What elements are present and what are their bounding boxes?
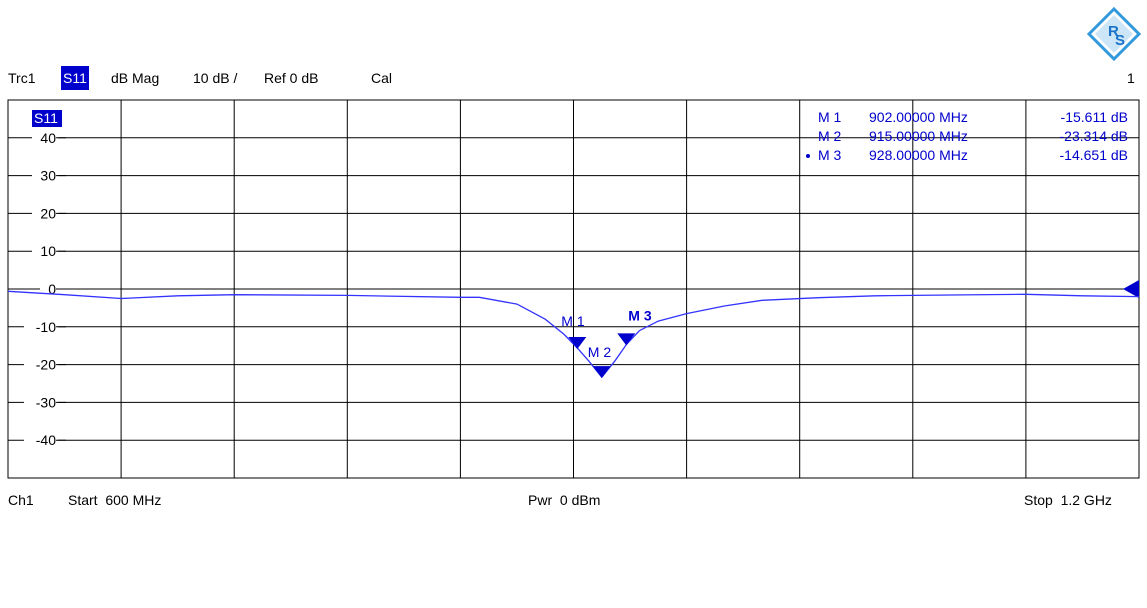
- y-tick-label: 10: [40, 243, 56, 259]
- y-tick-label: -20: [36, 357, 56, 373]
- trace-ref[interactable]: Ref 0 dB: [264, 70, 319, 86]
- tick-label-bg: [32, 206, 56, 221]
- tick-label-bg: [32, 130, 56, 145]
- marker-table-frequency[interactable]: 928.00000 MHz: [869, 147, 968, 163]
- marker-table-value[interactable]: -15.611 dB: [1061, 109, 1128, 125]
- y-tick-label: 0: [48, 281, 56, 297]
- marker-table-frequency[interactable]: 902.00000 MHz: [869, 109, 968, 125]
- ref-level-marker-icon[interactable]: [1123, 280, 1139, 298]
- tick-label-bg: [24, 319, 56, 334]
- marker-table-value[interactable]: -23.314 dB: [1060, 128, 1129, 144]
- rs-logo-icon: R S: [1086, 6, 1142, 62]
- trace-param[interactable]: S11: [61, 66, 89, 90]
- svg-text:S: S: [1115, 32, 1125, 49]
- svg-text:R: R: [1108, 23, 1119, 40]
- marker-triangle-icon[interactable]: [568, 337, 587, 350]
- trace-badge-label[interactable]: S11: [34, 110, 58, 126]
- source-power[interactable]: Pwr 0 dBm: [528, 492, 601, 508]
- tick-label-bg: [24, 433, 56, 448]
- marker-label[interactable]: M 2: [588, 344, 612, 360]
- marker-table-frequency[interactable]: 915.00000 MHz: [869, 128, 968, 144]
- y-tick-label: -10: [36, 319, 56, 335]
- y-tick-label: -30: [36, 394, 56, 410]
- cal-status: Cal: [371, 70, 393, 86]
- trace-format[interactable]: dB Mag: [111, 70, 160, 86]
- marker-table-name[interactable]: M 3: [818, 147, 842, 163]
- active-marker-dot-icon: [806, 154, 810, 158]
- trace-scale[interactable]: 10 dB /: [193, 70, 238, 86]
- y-tick-label: 20: [40, 205, 56, 221]
- start-frequency[interactable]: Start 600 MHz: [68, 492, 162, 508]
- y-tick-label: 40: [40, 130, 56, 146]
- y-tick-label: -40: [36, 432, 56, 448]
- tick-label-bg: [32, 168, 56, 183]
- channel-header: Trc1 S11 dB Mag 10 dB / Ref 0 dB Cal 1: [0, 66, 1147, 90]
- channel-label: Ch1: [8, 492, 34, 508]
- marker-triangle-icon[interactable]: [617, 333, 636, 346]
- tick-label-bg: [32, 244, 56, 259]
- tick-label-bg: [24, 395, 56, 410]
- marker-label[interactable]: M 1: [561, 313, 585, 329]
- marker-table-value[interactable]: -14.651 dB: [1060, 147, 1129, 163]
- tick-label-bg: [24, 357, 56, 372]
- marker-table-name[interactable]: M 1: [818, 109, 842, 125]
- trace-name[interactable]: Trc1: [8, 70, 36, 86]
- marker-label[interactable]: M 3: [628, 307, 652, 323]
- marker-triangle-icon[interactable]: [592, 366, 611, 379]
- y-tick-label: 30: [40, 168, 56, 184]
- window-number: 1: [1127, 70, 1135, 86]
- channel-footer: Ch1 Start 600 MHz Pwr 0 dBm Stop 1.2 GHz: [0, 488, 1147, 512]
- tick-label-bg: [40, 282, 56, 296]
- trace-badge-bg: [32, 110, 62, 127]
- marker-table-name[interactable]: M 2: [818, 128, 842, 144]
- stop-frequency[interactable]: Stop 1.2 GHz: [1024, 492, 1112, 508]
